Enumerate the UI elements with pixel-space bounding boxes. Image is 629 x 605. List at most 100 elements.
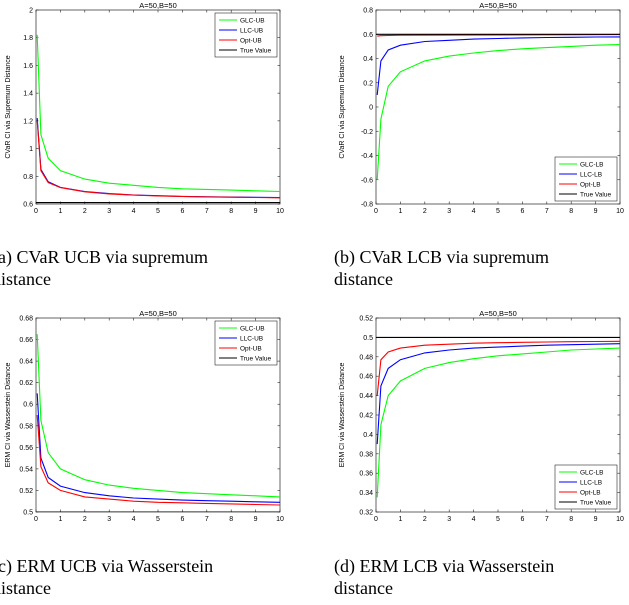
- y-tick-label: 0.2: [363, 80, 373, 87]
- legend-label: LLC-UB: [240, 28, 263, 35]
- y-tick-label: 0.36: [359, 471, 373, 478]
- chart-panel-d: A=50,B=50 0 1 2 3 4 5 6 7 8 9 10 0.32 0.34 0.36 0.38 0.4…: [330, 308, 629, 535]
- x-tick-label: 10: [276, 516, 284, 523]
- y-tick-label: 0.6: [23, 202, 33, 209]
- chart-c: A=50,B=50 0 1 2 3 4 5 6 7 8 9 10 0.5 0.52 0.54 0.56 0.58…: [5, 309, 288, 535]
- x-tick-label: 0: [34, 208, 38, 215]
- x-tick-label: 3: [107, 516, 111, 523]
- chart-title: A=50,B=50: [479, 309, 517, 318]
- caption-a-line2: distance: [0, 269, 51, 289]
- y-tick-label: 2: [29, 8, 33, 15]
- x-tick-label: 7: [205, 516, 209, 523]
- series-line: [376, 340, 620, 396]
- x-tick-label: 2: [83, 208, 87, 215]
- x-tick-label: 6: [180, 208, 184, 215]
- y-tick-label: 0.52: [359, 316, 373, 323]
- legend-label: LLC-LB: [580, 480, 602, 487]
- x-tick-label: 7: [545, 208, 549, 215]
- series-group: [36, 34, 280, 204]
- y-tick-label: 1: [29, 146, 33, 153]
- legend-label: True Value: [580, 192, 611, 199]
- legend: GLC-UB LLC-UB Opt-UB True Value: [214, 12, 278, 58]
- caption-d-line1: (d) ERM LCB via Wasserstein: [334, 556, 555, 576]
- series-line: [36, 393, 280, 503]
- chart-title: A=50,B=50: [479, 1, 517, 10]
- y-tick-label: 0.8: [23, 174, 33, 181]
- legend-label: LLC-UB: [240, 336, 263, 343]
- legend: GLC-LB LLC-LB Opt-LB True Value: [554, 464, 618, 510]
- x-tick-label: 5: [496, 208, 500, 215]
- legend-label: GLC-LB: [580, 162, 603, 169]
- legend-label: True Value: [580, 500, 611, 507]
- x-tick-label: 0: [374, 208, 378, 215]
- y-tick-label: 0.32: [359, 510, 373, 517]
- y-axis-label: CVaR CI via Supremum Distance: [5, 55, 12, 158]
- x-tick-label: 9: [254, 208, 258, 215]
- y-tick-label: 0.4: [363, 56, 373, 63]
- x-tick-label: 0: [34, 516, 38, 523]
- x-tick-label: 2: [423, 516, 427, 523]
- x-tick-label: 4: [472, 516, 476, 523]
- x-tick-label: 7: [545, 516, 549, 523]
- x-tick-label: 2: [83, 516, 87, 523]
- legend-label: GLC-UB: [240, 326, 265, 333]
- y-tick-label: 0.6: [23, 402, 33, 409]
- y-tick-label: -0.6: [361, 177, 373, 184]
- y-tick-label: 1.8: [23, 35, 33, 42]
- caption-d-line2: distance: [334, 578, 393, 598]
- x-tick-label: 9: [594, 208, 598, 215]
- x-tick-label: 3: [447, 516, 451, 523]
- x-tick-label: 4: [132, 208, 136, 215]
- x-tick-label: 10: [616, 208, 624, 215]
- legend-label: True Value: [240, 356, 271, 363]
- legend: GLC-UB LLC-UB Opt-UB True Value: [214, 320, 278, 366]
- caption-b-line2: distance: [334, 269, 393, 289]
- y-tick-label: 1.4: [23, 91, 33, 98]
- x-tick-label: 7: [205, 208, 209, 215]
- x-tick-label: 4: [132, 516, 136, 523]
- x-tick-label: 10: [276, 208, 284, 215]
- x-tick-label: 1: [398, 208, 402, 215]
- y-axis-label: ERM CI via Wasserstein Distance: [339, 363, 346, 468]
- series-group: [376, 33, 620, 180]
- y-axis-label: CVaR CI via Supremum Distance: [339, 55, 346, 158]
- x-tick-label: 10: [616, 516, 624, 523]
- y-tick-label: -0.2: [361, 129, 373, 136]
- series-group: [376, 336, 620, 498]
- x-tick-label: 6: [520, 516, 524, 523]
- y-tick-label: -0.8: [361, 202, 373, 209]
- chart-a: A=50,B=50 0 1 2 3 4 5 6 7 8 9 10 0.6 0.8 1 1.2 1.4 1.6 1.8…: [5, 1, 288, 227]
- y-tick-label: 0.54: [19, 466, 33, 473]
- legend-label: GLC-LB: [580, 470, 603, 477]
- caption-b-line1: (b) CVaR LCB via supremum: [334, 247, 549, 267]
- y-axis-label: ERM CI via Wasserstein Distance: [5, 363, 12, 468]
- legend: GLC-LB LLC-LB Opt-LB True Value: [554, 156, 618, 202]
- chart-title: A=50,B=50: [139, 309, 177, 318]
- y-tick-label: 0: [369, 105, 373, 112]
- y-tick-label: 0.52: [19, 488, 33, 495]
- y-tick-label: 0.38: [359, 451, 373, 458]
- y-tick-label: 0.66: [19, 337, 33, 344]
- x-tick-label: 4: [472, 208, 476, 215]
- y-tick-label: 0.68: [19, 316, 33, 323]
- series-group: [36, 334, 280, 512]
- caption-d: (d) ERM LCB via Wasserstein distance: [334, 555, 554, 599]
- caption-a-line1: (a) CVaR UCB via supremum: [0, 247, 208, 267]
- x-tick-label: 3: [447, 208, 451, 215]
- series-line: [376, 347, 620, 498]
- caption-a: (a) CVaR UCB via supremum distance: [0, 246, 208, 290]
- y-tick-label: 0.8: [363, 8, 373, 15]
- y-tick-label: 1.6: [23, 63, 33, 70]
- x-tick-label: 1: [58, 208, 62, 215]
- y-tick-label: 0.48: [359, 354, 373, 361]
- chart-d: A=50,B=50 0 1 2 3 4 5 6 7 8 9 10 0.32 0.34 0.36 0.38 0.4…: [339, 309, 628, 535]
- y-tick-label: 0.5: [363, 335, 373, 342]
- series-line: [36, 334, 280, 498]
- y-tick-label: 0.56: [19, 445, 33, 452]
- legend-label: True Value: [240, 48, 271, 55]
- caption-c-line2: distance: [0, 578, 51, 598]
- caption-c: (c) ERM UCB via Wasserstein distance: [0, 555, 213, 599]
- legend-label: Opt-LB: [580, 490, 601, 497]
- x-tick-label: 6: [520, 208, 524, 215]
- series-line: [377, 34, 620, 37]
